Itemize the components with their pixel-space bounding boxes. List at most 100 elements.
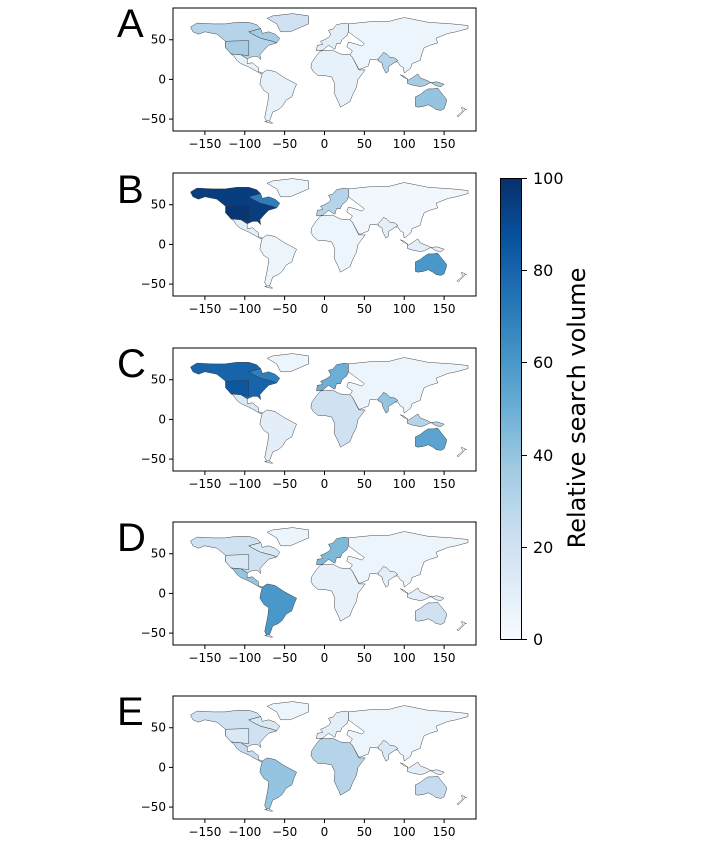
- map-panel-b: −150 −100 −50 0 50 100 150 50 0 −50: [141, 172, 477, 316]
- colorbar-title: Relative search volume: [563, 267, 591, 549]
- country-region-south-america: [259, 234, 297, 288]
- country-region-australia: [415, 775, 447, 799]
- country-region-australia: [415, 252, 447, 276]
- country-region-southeast-asia: [400, 587, 445, 601]
- y-axis-tick-label: 50: [151, 721, 166, 735]
- country-region-india: [377, 740, 399, 762]
- x-axis-tick-label: 0: [321, 477, 329, 491]
- country-region-new-zealand: [456, 446, 467, 457]
- x-axis-tick-label: 150: [433, 137, 456, 151]
- country-region-india: [377, 392, 399, 414]
- y-axis-tick-label: −50: [141, 112, 166, 126]
- map-panel-c: −150 −100 −50 0 50 100 150 50 0 −50: [141, 347, 477, 491]
- country-region-asia: [346, 357, 469, 414]
- colorbar-tick-label: 40: [533, 446, 554, 465]
- x-axis-tick-label: 100: [393, 477, 416, 491]
- panel-letter-b: B: [117, 168, 144, 212]
- country-region-asia: [346, 17, 469, 74]
- country-region-greenland: [266, 701, 309, 721]
- country-region-greenland: [266, 353, 309, 373]
- x-axis-tick-label: 50: [357, 302, 372, 316]
- x-axis-tick-label: 0: [321, 651, 329, 665]
- country-region-canada-east: [248, 542, 281, 558]
- x-axis-tick-label: −100: [228, 651, 261, 665]
- x-axis-tick-label: 100: [393, 825, 416, 839]
- country-region-australia: [415, 601, 447, 625]
- colorbar-tick-label: 0: [533, 630, 544, 649]
- country-region-canada-east: [248, 716, 281, 732]
- colorbar-tick: [522, 547, 527, 548]
- map-panel-e: −150 −100 −50 0 50 100 150 50 0 −50: [141, 695, 477, 839]
- country-region-africa: [310, 214, 366, 273]
- colorbar-tick: [522, 270, 527, 271]
- y-axis-tick-label: 0: [158, 760, 166, 774]
- x-axis-tick-label: −50: [272, 825, 297, 839]
- country-region-new-zealand: [456, 794, 467, 805]
- x-axis-tick-label: 0: [321, 137, 329, 151]
- country-region-europe-west: [316, 536, 349, 566]
- country-region-australia: [415, 87, 447, 111]
- country-region-antarctic-tip: [264, 634, 274, 638]
- country-region-india: [377, 566, 399, 588]
- x-axis-tick-label: −50: [272, 651, 297, 665]
- country-layer: [190, 353, 469, 464]
- panel-letter-e: E: [117, 690, 144, 734]
- country-region-asia: [346, 531, 469, 588]
- colorbar-tick-label: 20: [533, 538, 554, 557]
- y-axis-tick-label: 50: [151, 547, 166, 561]
- y-axis-tick-label: 0: [158, 412, 166, 426]
- country-region-europe-west: [316, 187, 349, 217]
- colorbar: [500, 178, 522, 640]
- country-region-europe-west: [316, 362, 349, 392]
- country-layer: [190, 527, 469, 638]
- x-axis-tick-label: 100: [393, 302, 416, 316]
- country-region-antarctic-tip: [264, 808, 274, 812]
- country-layer: [190, 701, 469, 812]
- x-axis-tick-label: 50: [357, 137, 372, 151]
- x-axis-tick-label: −150: [188, 825, 221, 839]
- country-region-asia: [346, 182, 469, 239]
- country-region-new-zealand: [456, 106, 467, 117]
- y-axis-tick-label: −50: [141, 626, 166, 640]
- country-region-india: [377, 52, 399, 74]
- y-axis-tick-label: 0: [158, 72, 166, 86]
- x-axis-tick-label: −100: [228, 825, 261, 839]
- x-axis-tick-label: 150: [433, 651, 456, 665]
- colorbar-tick: [522, 178, 527, 179]
- x-axis-tick-label: 0: [321, 825, 329, 839]
- country-region-asia: [346, 705, 469, 762]
- x-axis-tick-label: 0: [321, 302, 329, 316]
- x-axis-tick-label: −50: [272, 137, 297, 151]
- country-region-canada-east: [248, 193, 281, 209]
- x-axis-tick-label: −50: [272, 302, 297, 316]
- colorbar-tick-label: 80: [533, 261, 554, 280]
- country-region-africa: [310, 389, 366, 448]
- y-axis-tick-label: 50: [151, 198, 166, 212]
- x-axis-tick-label: −150: [188, 302, 221, 316]
- colorbar-tick-label: 60: [533, 353, 554, 372]
- country-layer: [190, 13, 469, 124]
- x-axis-tick-label: −150: [188, 137, 221, 151]
- country-region-antarctic-tip: [264, 460, 274, 464]
- x-axis-tick-label: −100: [228, 137, 261, 151]
- x-axis-tick-label: −50: [272, 477, 297, 491]
- y-axis-tick-label: 0: [158, 586, 166, 600]
- country-region-antarctic-tip: [264, 120, 274, 124]
- x-axis-tick-label: 50: [357, 477, 372, 491]
- country-region-south-america: [259, 69, 297, 123]
- x-axis-tick-label: 100: [393, 651, 416, 665]
- y-axis-tick-label: −50: [141, 452, 166, 466]
- colorbar-tick-label: 100: [533, 169, 564, 188]
- country-region-new-zealand: [456, 271, 467, 282]
- x-axis-tick-label: 150: [433, 825, 456, 839]
- country-region-europe-west: [316, 22, 349, 52]
- colorbar-tick: [522, 455, 527, 456]
- colorbar-tick: [522, 362, 527, 363]
- country-region-australia: [415, 427, 447, 451]
- country-region-africa: [310, 49, 366, 108]
- country-region-south-america: [259, 757, 297, 811]
- country-region-greenland: [266, 13, 309, 33]
- country-region-greenland: [266, 178, 309, 198]
- country-layer: [190, 178, 469, 289]
